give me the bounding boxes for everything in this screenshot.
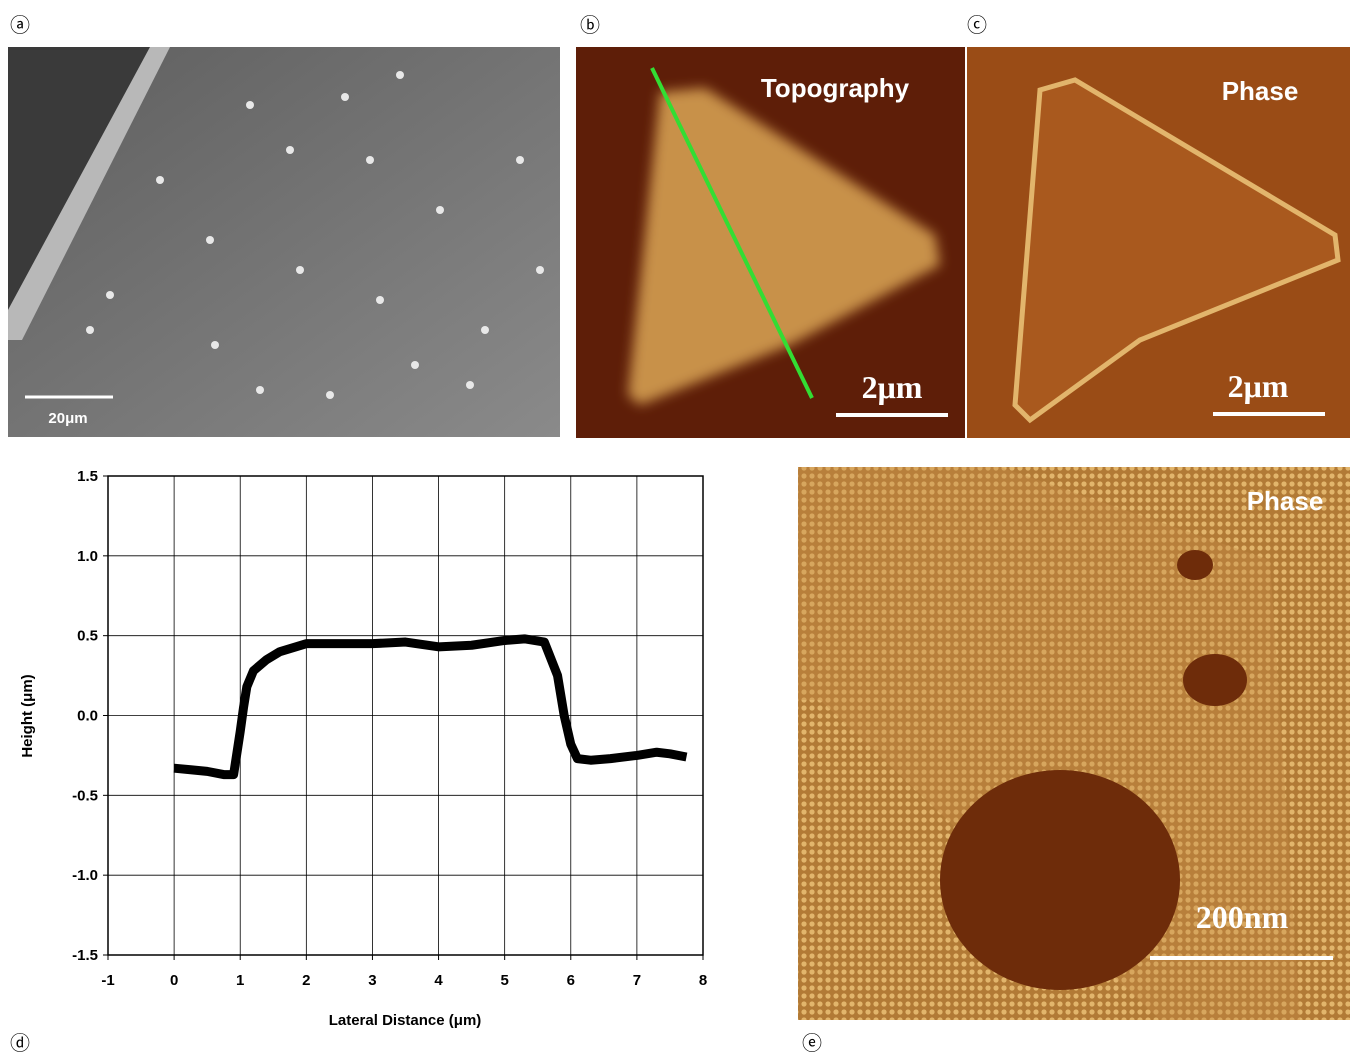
y-tick-label: -1.0	[72, 867, 98, 884]
hole	[1177, 550, 1213, 580]
y-tick-label: 1.5	[77, 468, 98, 485]
panel-label: ⓐ	[10, 13, 30, 37]
x-tick-label: 1	[236, 972, 244, 989]
x-tick-label: 6	[567, 972, 575, 989]
scale-bar-label: 20μm	[48, 410, 87, 427]
y-axis-label: Height (μm)	[19, 674, 36, 757]
y-tick-label: 1.0	[77, 548, 98, 565]
data-line	[174, 639, 686, 775]
panel-e: Phase 200nm ⓔ	[798, 467, 1350, 1055]
y-tick-label: -0.5	[72, 787, 98, 804]
y-tick-label: 0.5	[77, 628, 98, 645]
scale-bar-label: 200nm	[1196, 899, 1289, 935]
y-tick-label: -1.5	[72, 947, 98, 964]
image-title: Topography	[761, 73, 910, 103]
x-tick-label: -1	[101, 972, 114, 989]
x-tick-label: 3	[368, 972, 376, 989]
y-tick-label: 0.0	[77, 708, 98, 725]
panel-label: ⓓ	[10, 1031, 30, 1055]
panel-d: ⓓ Lateral Distance (μm) Height (μm) -1.5…	[10, 468, 707, 1055]
scale-bar-label: 2μm	[862, 369, 923, 405]
scale-bar-label: 2μm	[1228, 368, 1289, 404]
x-axis-label: Lateral Distance (μm)	[329, 1012, 482, 1029]
panel-c: Phase 2μm ⓒ	[967, 13, 1350, 438]
x-tick-label: 7	[633, 972, 641, 989]
image-title: Phase	[1247, 486, 1324, 516]
image-title: Phase	[1222, 76, 1299, 106]
panel-a: 20μm ⓐ	[8, 13, 560, 437]
x-tick-label: 5	[500, 972, 508, 989]
figure: 20μm ⓐ Topography 2μm ⓑ Phase 2μm ⓒ Phas…	[0, 0, 1350, 1056]
x-tick-label: 2	[302, 972, 310, 989]
hole	[940, 770, 1180, 990]
hole	[1183, 654, 1247, 706]
x-tick-label: 0	[170, 972, 178, 989]
x-tick-label: 8	[699, 972, 707, 989]
panel-label: ⓑ	[580, 13, 600, 37]
panel-b: Topography 2μm ⓑ	[576, 13, 965, 438]
x-tick-label: 4	[434, 972, 443, 989]
panel-label: ⓔ	[802, 1031, 822, 1055]
panel-label: ⓒ	[967, 13, 987, 37]
